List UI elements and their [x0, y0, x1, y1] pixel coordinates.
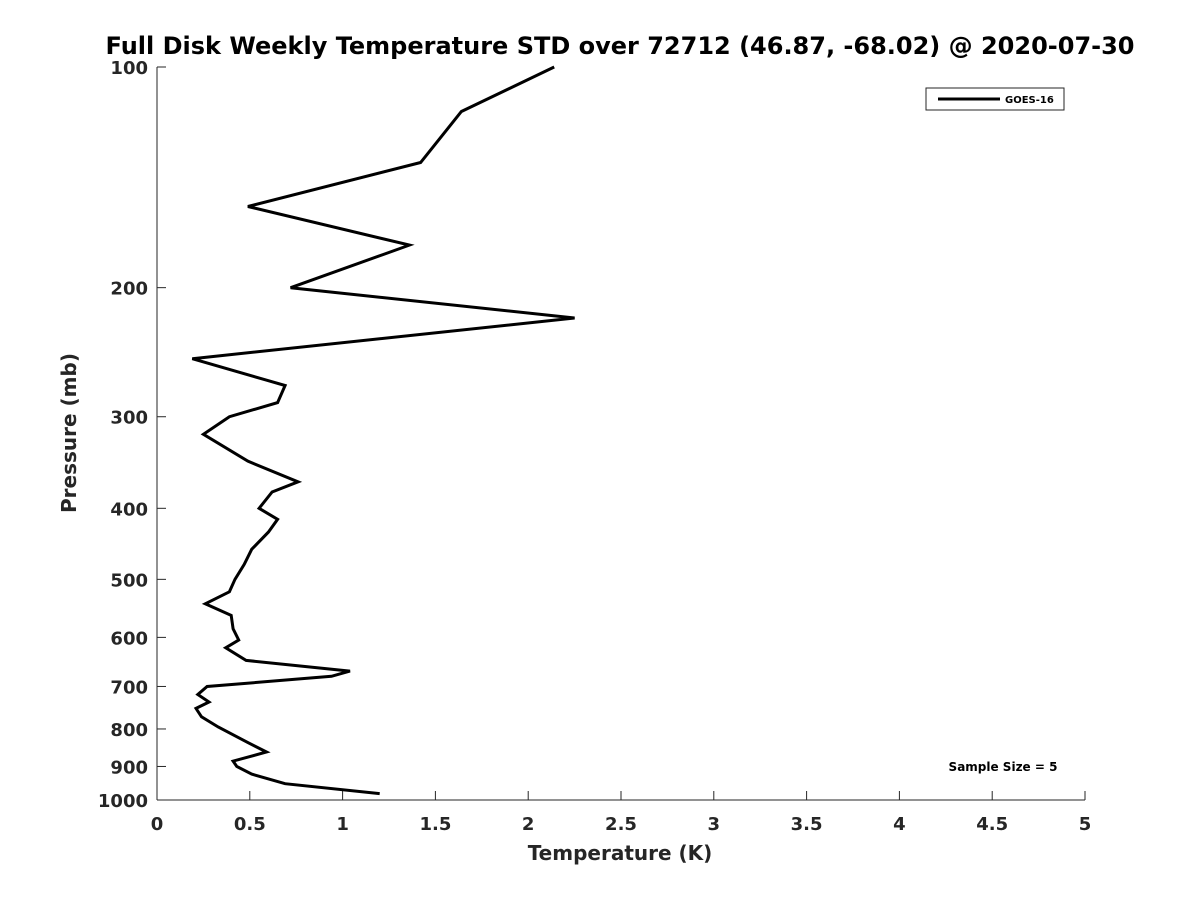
- y-tick-label: 1000: [98, 791, 148, 812]
- y-tick-label: 200: [110, 279, 148, 300]
- y-tick-label: 400: [110, 499, 148, 520]
- x-axis-ticks: 0 0.5 1 1.5 2 2.5 3 3.5 4 4.5 5: [151, 791, 1092, 835]
- x-tick-label: 2.5: [605, 814, 637, 835]
- sample-size-annotation: Sample Size = 5: [949, 760, 1058, 774]
- y-tick-label: 700: [110, 677, 148, 698]
- x-tick-label: 1: [336, 814, 349, 835]
- series-line-goes-16: [191, 65, 575, 796]
- y-axis-label: Pressure (mb): [57, 353, 81, 513]
- x-tick-label: 5: [1079, 814, 1092, 835]
- x-tick-label: 3: [708, 814, 721, 835]
- x-tick-label: 0.5: [234, 814, 266, 835]
- x-axis-label: Temperature (K): [528, 841, 713, 865]
- y-tick-label: 100: [110, 58, 148, 79]
- legend: GOES-16: [925, 87, 1065, 111]
- x-tick-label: 1.5: [419, 814, 451, 835]
- x-tick-label: 4.5: [976, 814, 1008, 835]
- y-tick-label: 500: [110, 570, 148, 591]
- y-axis-ticks: 100 200 300 400 500 600 700 800 900 1000: [98, 58, 166, 812]
- y-tick-label: 900: [110, 757, 148, 778]
- y-tick-label: 800: [110, 720, 148, 741]
- chart-title: Full Disk Weekly Temperature STD over 72…: [106, 32, 1135, 60]
- y-tick-label: 300: [110, 408, 148, 429]
- x-tick-label: 0: [151, 814, 164, 835]
- x-tick-label: 3.5: [791, 814, 823, 835]
- y-tick-label: 600: [110, 628, 148, 649]
- x-tick-label: 4: [893, 814, 906, 835]
- x-tick-label: 2: [522, 814, 535, 835]
- legend-entry-goes-16: GOES-16: [1005, 95, 1054, 106]
